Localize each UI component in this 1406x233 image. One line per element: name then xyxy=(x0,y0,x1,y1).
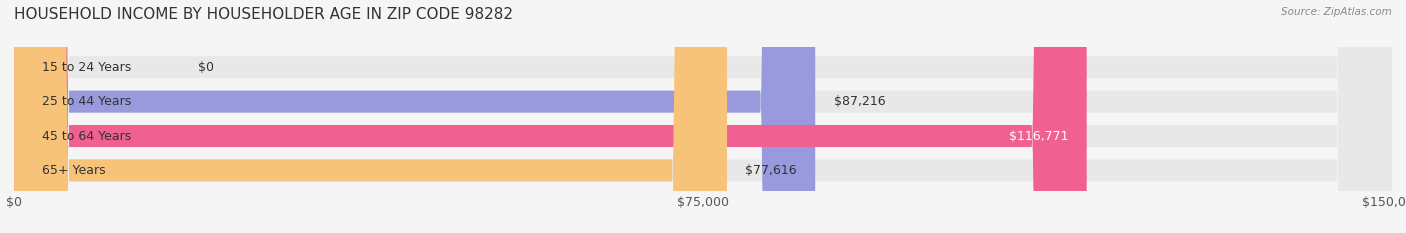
Text: HOUSEHOLD INCOME BY HOUSEHOLDER AGE IN ZIP CODE 98282: HOUSEHOLD INCOME BY HOUSEHOLDER AGE IN Z… xyxy=(14,7,513,22)
Text: 15 to 24 Years: 15 to 24 Years xyxy=(42,61,131,74)
Text: $116,771: $116,771 xyxy=(1010,130,1069,143)
Text: 65+ Years: 65+ Years xyxy=(42,164,105,177)
Text: 25 to 44 Years: 25 to 44 Years xyxy=(42,95,131,108)
Text: $0: $0 xyxy=(198,61,214,74)
FancyBboxPatch shape xyxy=(14,0,1392,233)
FancyBboxPatch shape xyxy=(14,0,815,233)
FancyBboxPatch shape xyxy=(14,0,1392,233)
Text: Source: ZipAtlas.com: Source: ZipAtlas.com xyxy=(1281,7,1392,17)
FancyBboxPatch shape xyxy=(14,0,1087,233)
Text: $87,216: $87,216 xyxy=(834,95,886,108)
Text: 45 to 64 Years: 45 to 64 Years xyxy=(42,130,131,143)
Text: $77,616: $77,616 xyxy=(745,164,797,177)
FancyBboxPatch shape xyxy=(14,0,1392,233)
FancyBboxPatch shape xyxy=(14,0,1392,233)
FancyBboxPatch shape xyxy=(14,0,727,233)
